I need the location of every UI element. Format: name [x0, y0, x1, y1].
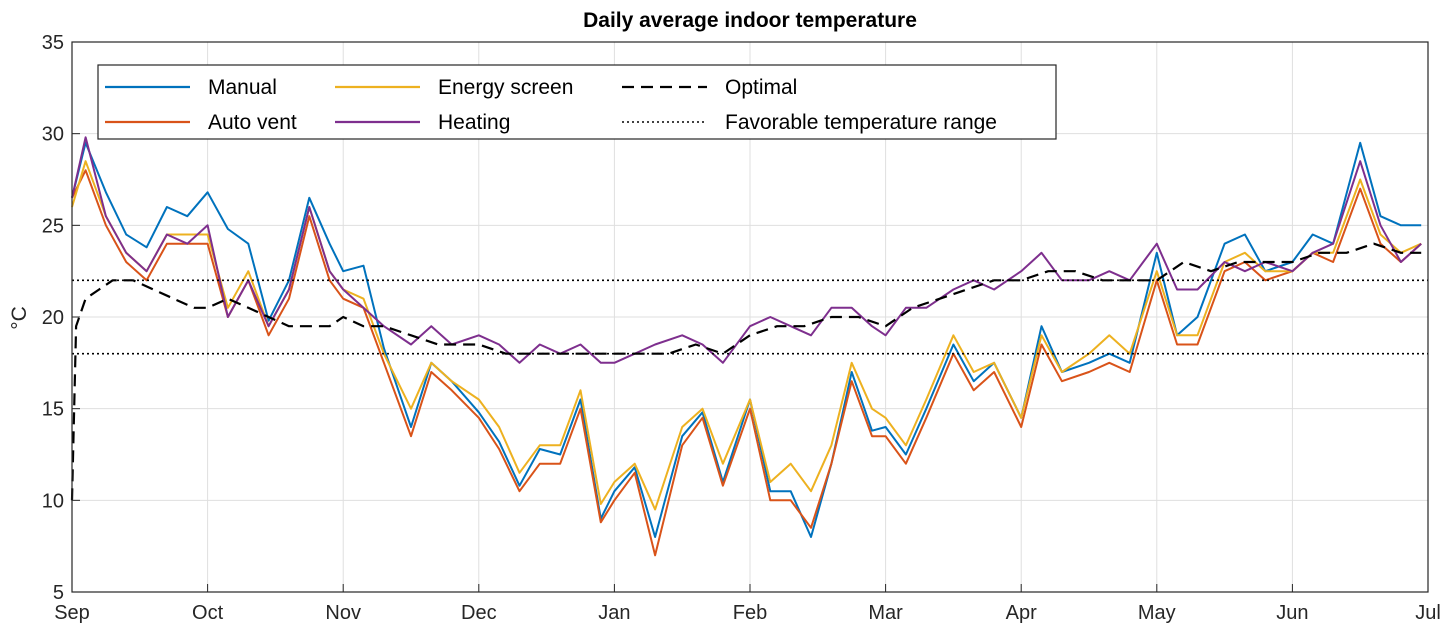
- legend-label-heating: Heating: [438, 111, 510, 134]
- series-heating-line: [71, 136, 1422, 364]
- y-tick-label: 15: [42, 399, 64, 421]
- y-tick-label: 25: [42, 215, 64, 237]
- legend-label-manual: Manual: [208, 76, 277, 99]
- chart-title: Daily average indoor temperature: [583, 9, 917, 32]
- x-tick-label: Mar: [868, 602, 903, 624]
- x-tick-label: Sep: [54, 602, 90, 624]
- x-tick-label: Jul: [1415, 602, 1441, 624]
- x-tick-label: Feb: [733, 602, 767, 624]
- series-manual-line: [71, 141, 1422, 538]
- x-tick-label: May: [1138, 602, 1176, 624]
- x-tick-label: Dec: [461, 602, 497, 624]
- x-tick-label: Jun: [1276, 602, 1308, 624]
- y-tick-label: 10: [42, 490, 64, 512]
- legend: Manual Auto vent Energy screen Heating Optim…: [97, 64, 1057, 140]
- y-tick-label: 35: [42, 32, 64, 54]
- y-tick-label: 5: [53, 582, 64, 604]
- y-tick-label: 30: [42, 124, 64, 146]
- series-optimal-line: [70, 242, 1422, 501]
- y-axis-label: °C: [8, 306, 31, 330]
- y-tick-label: 20: [42, 307, 64, 329]
- legend-label-energy-screen: Energy screen: [438, 76, 573, 99]
- legend-box: [97, 64, 1057, 140]
- legend-label-optimal: Optimal: [725, 76, 797, 99]
- legend-label-auto-vent: Auto vent: [208, 111, 297, 134]
- data-lines: [70, 136, 1428, 557]
- series-auto-vent-line: [71, 169, 1422, 557]
- x-tick-label: Oct: [192, 602, 224, 624]
- x-axis: Sep Oct Nov Dec Jan Feb Mar Apr May Jun Jul: [54, 584, 1441, 624]
- x-tick-label: Jan: [598, 602, 630, 624]
- y-axis: 5 10 15 20 25 30 35: [42, 32, 80, 604]
- legend-label-favorable-temperature-range: Favorable temperature range: [725, 111, 997, 134]
- x-tick-label: Apr: [1006, 602, 1037, 624]
- x-tick-label: Nov: [325, 602, 361, 624]
